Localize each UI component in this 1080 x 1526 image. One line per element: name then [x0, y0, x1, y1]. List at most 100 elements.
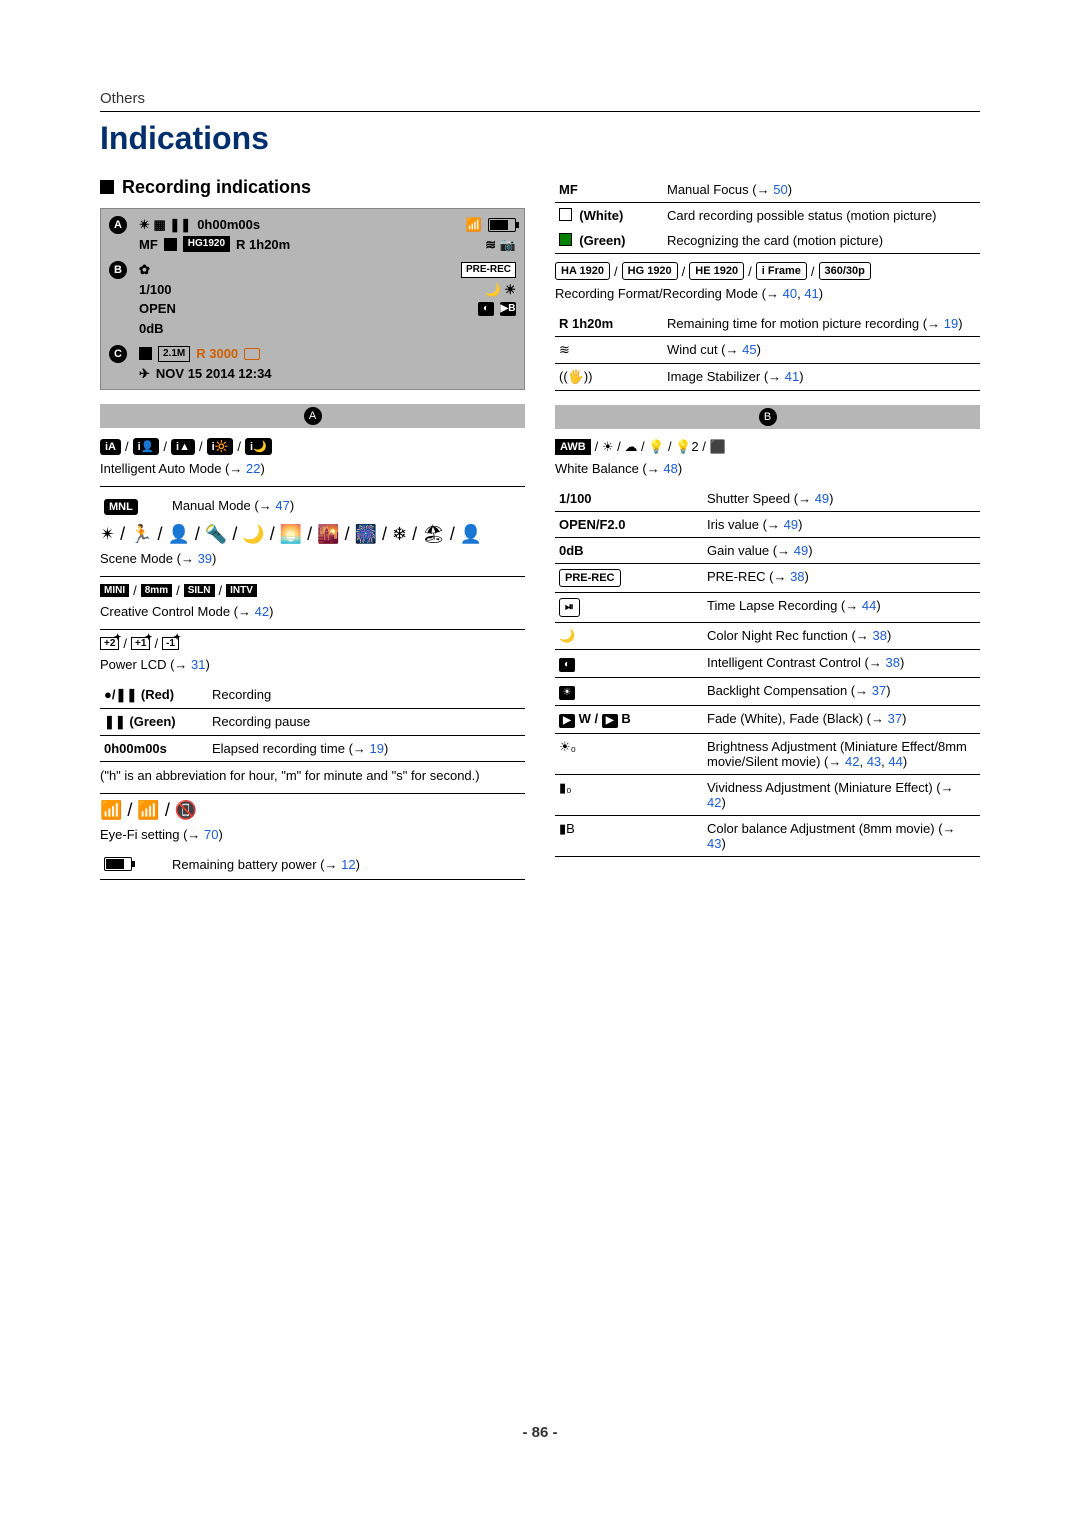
- link-44b[interactable]: 44: [888, 754, 902, 769]
- page-number: - 86 -: [100, 1424, 980, 1441]
- shutter-key: 1/100: [555, 486, 703, 512]
- plane-icon: ✈: [139, 364, 150, 384]
- shutter-value: 1/100: [139, 280, 172, 300]
- card-square-icon: [164, 238, 177, 251]
- 360-badge: 360/30p: [819, 262, 871, 280]
- colorbalance-icon: ▮B: [555, 816, 703, 857]
- contrast-icon: ◐: [478, 302, 494, 316]
- section-title: Recording indications: [100, 177, 525, 198]
- link-38c[interactable]: 38: [885, 655, 899, 670]
- link-47[interactable]: 47: [275, 498, 289, 513]
- link-42b[interactable]: 42: [845, 754, 859, 769]
- link-45[interactable]: 45: [742, 342, 756, 357]
- white-val: Card recording possible status (motion p…: [663, 203, 980, 229]
- link-70[interactable]: 70: [204, 827, 218, 842]
- link-38b[interactable]: 38: [872, 628, 886, 643]
- power-lcd-icons: +2✦ / +1✦ / -1✦: [100, 636, 525, 651]
- link-41b[interactable]: 41: [785, 369, 799, 384]
- windcut-icon: ≋: [555, 337, 663, 364]
- recording-state-table: ●/❚❚ (Red)Recording ❚❚ (Green)Recording …: [100, 682, 525, 762]
- nightrec-icon: 🌙: [555, 623, 703, 650]
- ois-icon: ((🖐)): [555, 364, 663, 391]
- link-19a[interactable]: 19: [370, 741, 384, 756]
- link-49c[interactable]: 49: [794, 543, 808, 558]
- rec-red-key: ●/❚❚ (Red): [100, 682, 208, 709]
- elapsed-key: 0h00m00s: [100, 736, 208, 762]
- link-19b[interactable]: 19: [944, 316, 958, 331]
- lcd-screen-illustration: A ✴ ▦ ❚❚ 0h00m00s 📶 MF HG1920 R 1h20: [100, 208, 525, 390]
- intv-tag: INTV: [226, 584, 257, 597]
- ia-landscape-icon: i▲: [171, 439, 195, 455]
- ia-portrait-icon: i👤: [133, 438, 160, 455]
- col-left: Recording indications A ✴ ▦ ❚❚ 0h00m00s …: [100, 171, 525, 880]
- rec-green-key: ❚❚ (Green): [100, 709, 208, 736]
- link-44a[interactable]: 44: [862, 598, 876, 613]
- link-43b[interactable]: 43: [707, 836, 721, 851]
- marker-a-icon: A: [109, 216, 127, 234]
- right-mid-table: R 1h20m Remaining time for motion pictur…: [555, 311, 980, 391]
- iris-key: OPEN/F2.0: [555, 512, 703, 538]
- page: Others Indications Recording indications…: [0, 0, 1080, 1526]
- siln-tag: SILN: [184, 584, 215, 597]
- battery-row-icon: [104, 857, 132, 871]
- ois-val: Image Stabilizer (→ 41): [663, 364, 980, 391]
- square-bullet-icon: [100, 180, 114, 194]
- ia-spotlight-icon: i🔆: [207, 438, 234, 455]
- link-38a[interactable]: 38: [790, 569, 804, 584]
- fade-b-row-icon: ▶: [602, 714, 618, 728]
- vividness-icon: ▮₀: [555, 775, 703, 816]
- link-48[interactable]: 48: [663, 461, 677, 476]
- link-42[interactable]: 42: [255, 604, 269, 619]
- link-49b[interactable]: 49: [784, 517, 798, 532]
- contrast-row-icon: ◐: [559, 658, 575, 672]
- format-text: Recording Format/Recording Mode (→ 40, 4…: [555, 286, 980, 301]
- page-inner: Others Indications Recording indications…: [100, 90, 980, 1466]
- link-43a[interactable]: 43: [867, 754, 881, 769]
- creative-tags: MINI / 8mm / SILN / INTV: [100, 583, 525, 598]
- rec-red-val: Recording: [208, 682, 525, 709]
- r1h20m-val: Remaining time for motion picture record…: [663, 311, 980, 337]
- mp-badge: 2.1M: [158, 346, 190, 362]
- windcut-val: Wind cut (→ 45): [663, 337, 980, 364]
- fade-w-icon: ▶: [559, 714, 575, 728]
- lcd-plus1-icon: +1✦: [131, 637, 150, 650]
- eyefi-icons: 📶 / 📶 / 📵: [100, 800, 197, 821]
- link-12[interactable]: 12: [341, 857, 355, 872]
- green-square-icon: [559, 233, 572, 246]
- power-lcd-text: Power LCD (→ 31): [100, 657, 525, 672]
- link-31[interactable]: 31: [191, 657, 205, 672]
- iris-value: OPEN: [139, 299, 176, 319]
- mf-key: MF: [555, 177, 663, 203]
- link-40[interactable]: 40: [783, 286, 797, 301]
- white-key: (White): [579, 208, 623, 223]
- marker-c-icon: C: [109, 345, 127, 363]
- wb-text: White Balance (→ 48): [555, 461, 980, 476]
- link-39[interactable]: 39: [198, 551, 212, 566]
- prerec-badge: PRE-REC: [461, 262, 516, 278]
- mnl-badge: MNL: [104, 499, 138, 515]
- link-42c[interactable]: 42: [707, 795, 721, 810]
- ia-icon: iA: [100, 439, 121, 455]
- green-val: Recognizing the card (motion picture): [663, 228, 980, 254]
- right-top-table: MF Manual Focus (→ 50) (White) Card reco…: [555, 177, 980, 254]
- battery-text: Remaining battery power (→ 12): [168, 852, 525, 880]
- section-title-text: Recording indications: [122, 177, 311, 197]
- link-41a[interactable]: 41: [804, 286, 818, 301]
- wifi-icon: 📶: [466, 215, 482, 235]
- 8mm-tag: 8mm: [141, 584, 172, 597]
- battery-icon: [488, 218, 516, 232]
- ia-mode-icons: iA/i👤/i▲/i🔆/i🌙: [100, 438, 525, 455]
- link-49a[interactable]: 49: [815, 491, 829, 506]
- link-22[interactable]: 22: [246, 461, 260, 476]
- ha1920-badge: HA 1920: [555, 262, 610, 280]
- breadcrumb: Others: [100, 90, 980, 112]
- link-37b[interactable]: 37: [888, 711, 902, 726]
- mf-val: Manual Focus (→ 50): [663, 177, 980, 203]
- format-badges: HA 1920 / HG 1920 / HE 1920 / i Frame / …: [555, 262, 980, 280]
- format-badge: HG1920: [183, 236, 230, 252]
- hg1920-badge: HG 1920: [622, 262, 678, 280]
- lcd-plus2-icon: +2✦: [100, 637, 119, 650]
- section-b-bar: B: [555, 405, 980, 429]
- link-50[interactable]: 50: [773, 182, 787, 197]
- link-37a[interactable]: 37: [872, 683, 886, 698]
